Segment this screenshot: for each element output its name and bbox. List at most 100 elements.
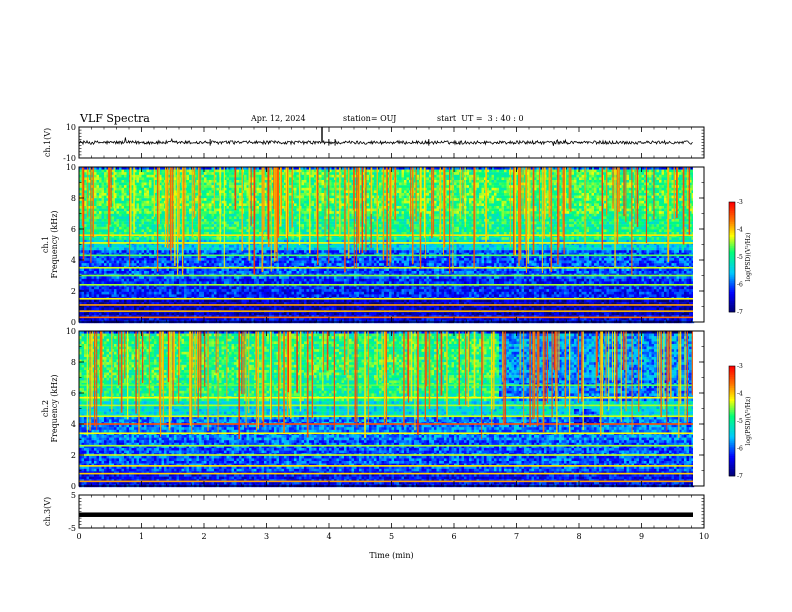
spectrogram-cell [119,294,122,297]
spectrogram-cell [144,190,147,193]
spectrogram-cell [257,307,260,310]
spectrogram-cell [189,188,192,191]
spectrogram-cell [87,219,90,222]
ch1-waveform-ylabel: ch.1(V) [43,128,52,157]
spectrogram-cell [232,203,235,206]
spectrogram-cell [244,229,247,232]
spectrogram-cell [102,300,105,303]
spectrogram-cell [134,250,137,253]
spectrogram-cell [234,211,237,214]
spectrogram-cell [137,172,140,175]
spectrogram-cell [254,294,257,297]
spectrogram-cell [204,245,207,248]
spectrogram-cell [192,294,195,297]
spectrogram-cell [139,211,142,214]
spectrogram-cell [267,261,270,264]
spectrogram-cell [187,185,190,188]
spectrogram-cell [149,216,152,219]
spectrogram-cell [144,263,147,266]
spectrogram-cell [117,198,120,201]
spectrogram-cell [127,232,130,235]
spectrogram-cell [237,201,240,204]
spectrogram-cell [117,183,120,186]
spectrogram-cell [204,172,207,175]
spectrogram-cell [104,281,107,284]
spectrogram-cell [137,294,140,297]
spectrogram-cell [87,281,90,284]
spectrogram-cell [84,289,87,292]
spectrogram-cell [122,250,125,253]
spectrogram-cell [217,216,220,219]
spectrogram-cell [122,196,125,199]
spectrogram-cell [264,237,267,240]
spectrogram-cell [117,170,120,173]
spectrogram-cell [137,216,140,219]
spectrogram-cell [102,214,105,217]
spectrogram-cell [244,279,247,282]
spectrogram-cell [222,185,225,188]
spectrogram-cell [222,300,225,303]
spectrogram-cell [149,196,152,199]
spectrogram-cell [129,318,132,321]
spectrogram-cell [219,248,222,251]
spectrogram-cell [172,248,175,251]
spectrogram-cell [104,245,107,248]
spectrogram-cell [142,307,145,310]
spectrogram-cell [122,188,125,191]
spectrogram-cell [147,248,150,251]
spectrogram-cell [102,229,105,232]
spectrogram-cell [257,180,260,183]
spectrogram-cell [147,318,150,321]
spectrogram-cell [144,281,147,284]
spectrogram-cell [219,258,222,261]
spectrogram-cell [237,250,240,253]
spectrogram-cell [209,313,212,316]
spectrogram-cell [244,292,247,295]
spectrogram-cell [159,232,162,235]
spectrogram-cell [109,271,112,274]
spectrogram-cell [84,216,87,219]
spectrogram-cell [204,237,207,240]
spectrogram-cell [259,209,262,212]
spectrogram-cell [184,292,187,295]
spectrogram-cell [87,292,90,295]
spectrogram-cell [149,313,152,316]
spectrogram-cell [134,313,137,316]
spectrogram-cell [259,250,262,253]
spectrogram-cell [189,250,192,253]
spectrogram-cell [124,201,127,204]
spectrogram-cell [217,245,220,248]
spectrogram-cell [227,307,230,310]
spectrogram-cell [257,318,260,321]
spectrogram-cell [152,237,155,240]
spectrogram-cell [94,185,97,188]
spectrogram-cell [219,279,222,282]
spectrogram-cell [267,287,270,290]
spectrogram-cell [82,281,85,284]
spectrogram-cell [94,281,97,284]
spectrogram-cell [112,294,115,297]
spectrogram-cell [102,289,105,292]
spectrogram-cell [174,271,177,274]
spectrogram-cell [159,268,162,271]
spectrogram-cell [84,201,87,204]
spectrogram-cell [207,172,210,175]
spectrogram-cell [259,188,262,191]
spectrogram-cell [147,229,150,232]
spectrogram-cell [214,294,217,297]
spectrogram-cell [94,219,97,222]
spectrogram-cell [167,263,170,266]
spectrogram-cell [234,219,237,222]
spectrogram-cell [152,294,155,297]
spectrogram-cell [122,172,125,175]
spectrogram-cell [84,313,87,316]
spectrogram-cell [127,185,130,188]
spectrogram-cell [264,258,267,261]
spectrogram-cell [129,281,132,284]
spectrogram-cell [237,245,240,248]
spectrogram-cell [147,289,150,292]
spectrogram-cell [94,268,97,271]
spectrogram-cell [97,206,100,209]
spectrogram-cell [122,209,125,212]
spectrogram-cell [124,219,127,222]
